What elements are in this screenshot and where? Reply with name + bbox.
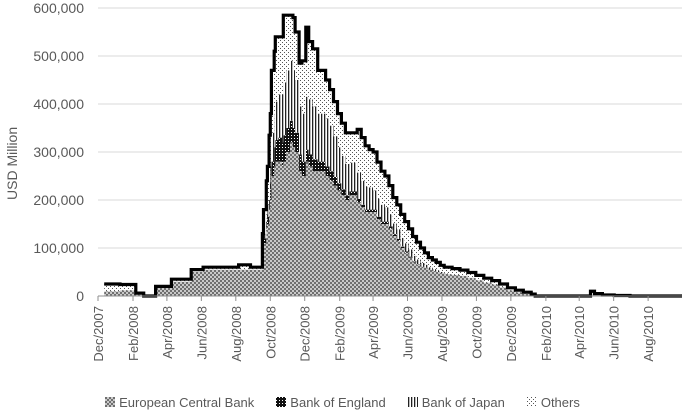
legend-item: Bank of Japan [407,392,505,412]
x-tick-label: Apr/2009 [366,306,381,359]
x-tick-label: Feb/2009 [333,306,348,361]
x-tick-label: Aug/2009 [435,306,450,362]
x-tick-label: Jun/2010 [607,306,622,360]
x-tick-label: Aug/2010 [641,306,656,362]
legend-swatch [105,397,116,407]
legend-label: Others [540,394,580,410]
x-tick-label: Oct/2008 [263,306,278,359]
y-tick-label: 300,000 [33,144,84,160]
gridlines [98,7,682,249]
y-tick-label: 200,000 [33,192,84,208]
x-tick-label: Aug/2008 [229,306,244,362]
y-tick-label: 500,000 [33,48,84,64]
legend-label: Bank of England [290,394,386,410]
y-tick-label: 100,000 [33,240,84,256]
legend-item: Bank of England [276,392,386,412]
chart-legend: European Central Bank Bank of England Bank… [0,392,685,412]
legend-label: European Central Bank [119,394,255,410]
total-outline [104,13,682,298]
x-tick-label: Feb/2008 [126,306,141,361]
x-tick-label: Dec/2007 [91,306,106,362]
x-tick-label: Dec/2008 [298,306,313,362]
y-tick-label: 0 [76,288,84,304]
y-tick-label: 400,000 [33,96,84,112]
x-tick-label: Feb/2010 [539,306,554,361]
x-tick-label: Dec/2009 [504,306,519,362]
legend-swatch [407,397,418,407]
y-tick-label: 600,000 [33,0,84,16]
x-tick-label: Oct/2009 [469,306,484,359]
legend-swatch [276,397,287,407]
legend-item: European Central Bank [105,392,254,412]
series-areas [104,15,682,296]
x-tick-label: Apr/2010 [572,306,587,359]
x-tick-label: Apr/2008 [160,306,175,359]
area-european-central-bank [104,142,682,296]
x-tick-label: Jun/2009 [401,306,416,360]
x-tick-label: Jun/2008 [194,306,209,360]
y-axis-label: USD Million [4,126,20,200]
legend-item: Others [526,392,580,412]
legend-swatch [526,397,537,407]
legend-label: Bank of Japan [421,394,505,410]
